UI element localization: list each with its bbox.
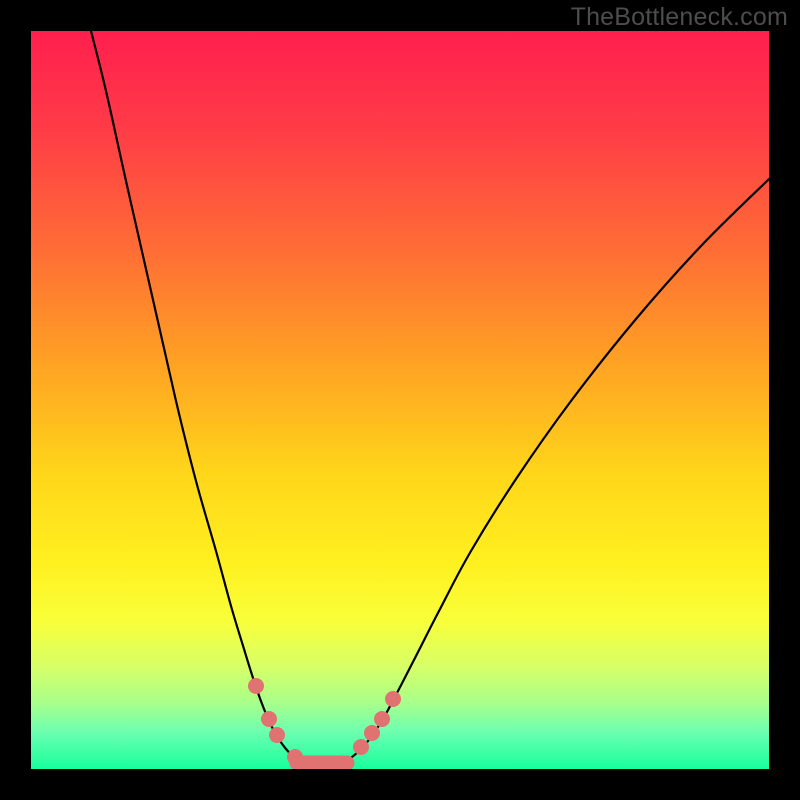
curve-left xyxy=(91,31,314,767)
data-marker xyxy=(261,711,277,727)
data-marker xyxy=(353,739,369,755)
data-marker xyxy=(287,749,303,765)
chart-stage: TheBottleneck.com xyxy=(0,0,800,800)
data-marker xyxy=(364,725,380,741)
data-marker xyxy=(385,691,401,707)
chart-svg xyxy=(31,31,769,769)
data-marker xyxy=(374,711,390,727)
watermark-text: TheBottleneck.com xyxy=(571,3,788,32)
curve-right xyxy=(331,179,769,767)
plot-area xyxy=(31,31,769,769)
data-marker xyxy=(248,678,264,694)
data-marker xyxy=(269,727,285,743)
